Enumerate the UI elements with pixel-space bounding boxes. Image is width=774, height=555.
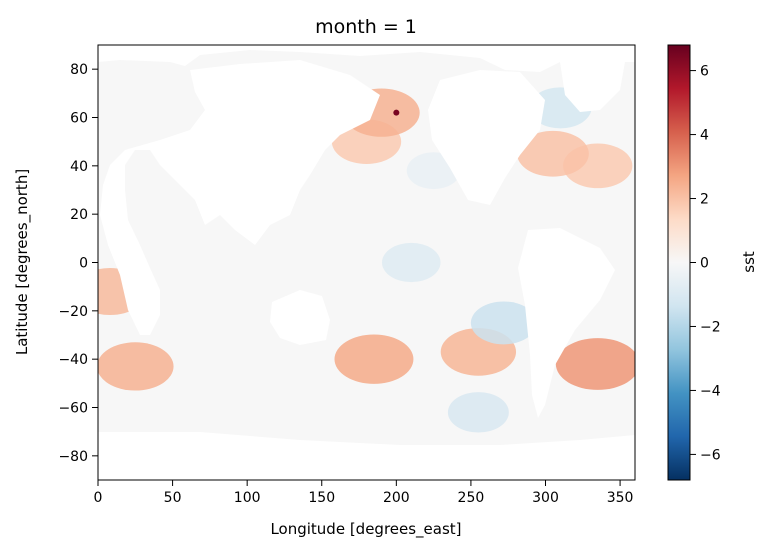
y-axis: 80 60 40 20 0 −20 −40 −60 −80	[58, 62, 98, 465]
y-tick-label: −40	[58, 352, 88, 368]
sst-anomaly-patch	[393, 109, 400, 116]
colorbar-tick-label: −6	[700, 447, 721, 463]
x-tick-label: 300	[532, 490, 559, 506]
land-antarctica	[98, 432, 635, 480]
sst-anomaly-patch	[98, 342, 174, 391]
x-tick-label: 350	[607, 490, 634, 506]
colorbar: 6 4 2 0 −2 −4 −6 sst	[667, 44, 758, 481]
land-arctic	[98, 45, 635, 72]
colorbar-tick-label: −2	[700, 319, 721, 335]
x-tick-label: 250	[458, 490, 485, 506]
chart-title: month = 1	[315, 16, 417, 38]
colorbar-label: sst	[740, 251, 758, 273]
sst-anomaly-patch	[470, 301, 537, 345]
y-axis-label: Latitude [degrees_north]	[13, 169, 32, 355]
x-tick-label: 150	[308, 490, 335, 506]
sst-anomaly-patch	[381, 242, 441, 283]
y-tick-label: 40	[70, 159, 88, 175]
y-tick-label: 20	[70, 207, 88, 223]
sst-anomaly-patch	[447, 392, 509, 433]
plot-area	[97, 44, 636, 481]
y-tick-label: −60	[58, 401, 88, 417]
colorbar-tick-label: −4	[700, 383, 721, 399]
land-australia	[270, 290, 330, 345]
y-tick-label: −80	[58, 449, 88, 465]
colorbar-tick-label: 4	[700, 128, 709, 144]
colorbar-tick-label: 2	[700, 192, 709, 208]
sst-anomaly-patch	[555, 338, 635, 390]
y-tick-label: 60	[70, 111, 88, 127]
colorbar-gradient	[667, 44, 691, 481]
sst-anomaly-patch	[517, 130, 589, 177]
x-axis: 0 50 100 150 200 250 300 350	[94, 480, 634, 506]
colorbar-tick-label: 6	[700, 64, 709, 80]
land-mask	[98, 45, 635, 480]
land-greenland	[560, 62, 625, 112]
x-axis-label: Longitude [degrees_east]	[270, 520, 461, 539]
x-tick-label: 50	[164, 490, 182, 506]
sst-anomaly-patch	[334, 334, 414, 384]
land-south-america	[518, 228, 615, 418]
y-tick-label: 80	[70, 62, 88, 78]
x-tick-label: 200	[383, 490, 410, 506]
colorbar-tick-label: 0	[700, 256, 709, 272]
y-tick-label: 0	[79, 256, 88, 272]
colorbar-ticks: 6 4 2 0 −2 −4 −6	[690, 64, 721, 463]
land-eurasia-africa	[100, 60, 380, 335]
land-north-america	[428, 70, 545, 205]
x-tick-label: 100	[234, 490, 261, 506]
y-tick-label: −20	[58, 304, 88, 320]
x-tick-label: 0	[94, 490, 103, 506]
